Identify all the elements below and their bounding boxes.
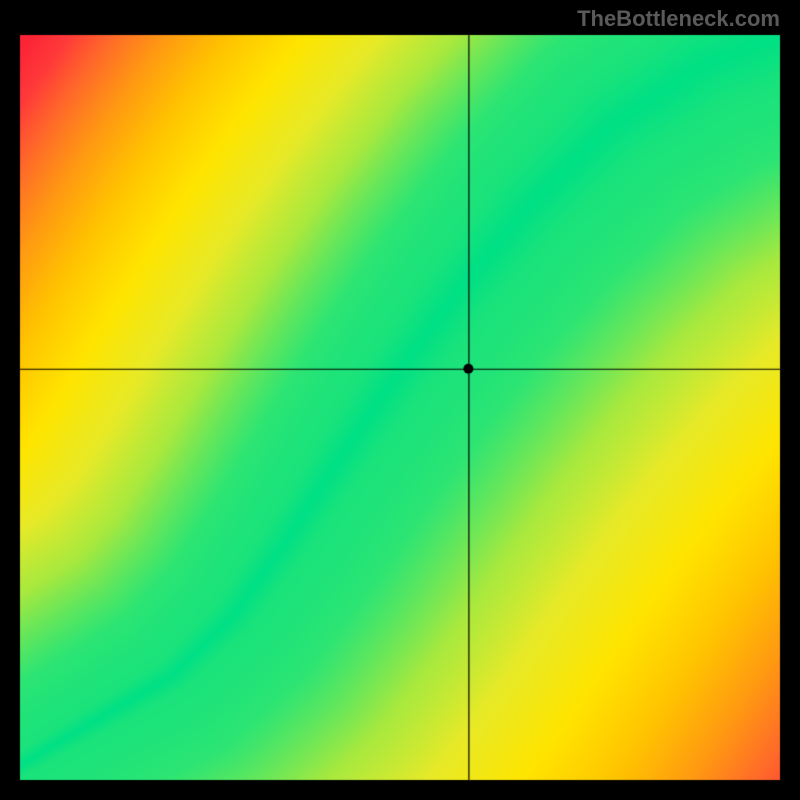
watermark-text: TheBottleneck.com	[577, 6, 780, 32]
crosshair-overlay	[0, 0, 800, 800]
